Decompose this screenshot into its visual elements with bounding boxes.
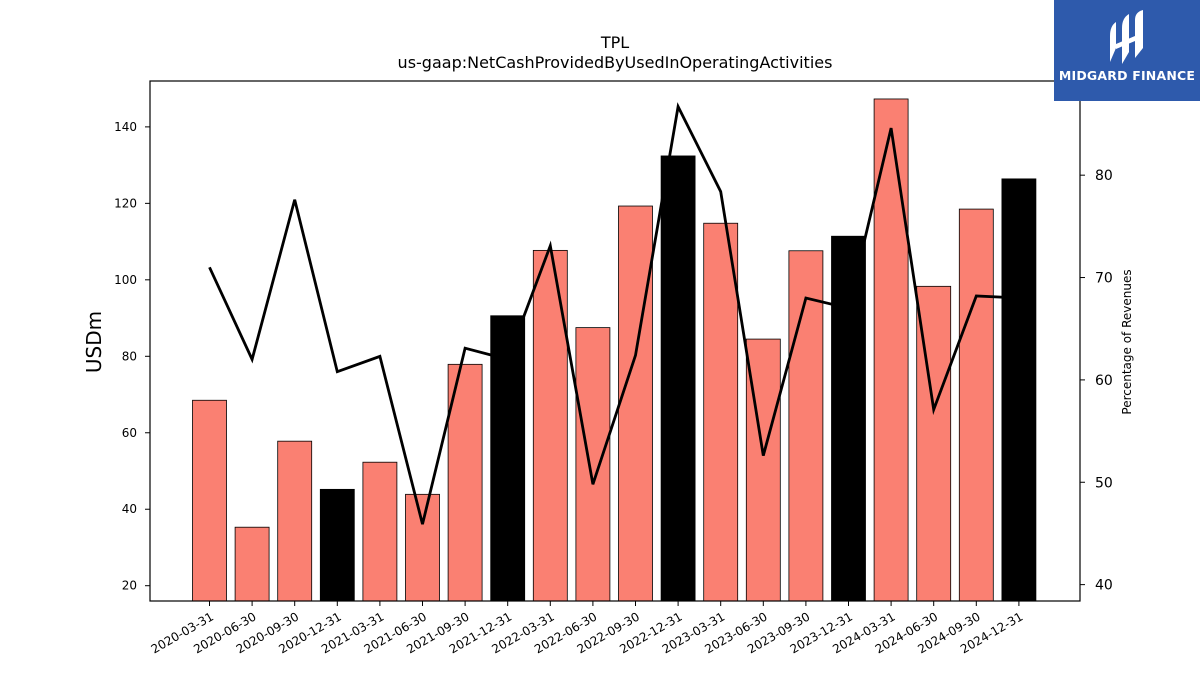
y2-tick-label: 70	[1095, 271, 1113, 287]
chart-subtitle: us-gaap:NetCashProvidedByUsedInOperating…	[398, 53, 833, 72]
y2-tick-label: 50	[1095, 475, 1113, 491]
logo-text: MIDGARD FINANCE	[1058, 68, 1196, 83]
y2-tick-label: 60	[1095, 373, 1113, 389]
bar-2021-06-30	[405, 493, 440, 602]
bar-2024-12-31	[1001, 178, 1037, 602]
bar-2022-09-30	[618, 205, 653, 602]
bar-2023-09-30	[788, 250, 824, 602]
logo-mark-icon	[1110, 10, 1143, 64]
bar-2020-09-30	[277, 440, 313, 602]
bar-2023-12-31	[831, 235, 866, 602]
bar-2022-03-31	[532, 249, 568, 602]
bar-2024-09-30	[958, 208, 994, 602]
y-tick-label: 80	[122, 349, 137, 363]
bar-2021-12-31	[490, 315, 526, 602]
y-axis-label: USDm	[82, 311, 106, 373]
bar-2024-03-31	[873, 98, 909, 602]
bar-2021-09-30	[447, 363, 483, 602]
ratio-line	[208, 102, 1019, 525]
bar-2023-03-31	[703, 222, 739, 602]
y-tick-label: 60	[122, 426, 137, 440]
y-tick-label: 40	[122, 502, 137, 516]
y2-axis-label: Percentage of Revenues	[1120, 269, 1134, 414]
bar-2020-03-31	[192, 399, 227, 602]
plot-frame	[149, 80, 1081, 602]
bar-2020-06-30	[234, 526, 270, 602]
chart-title: TPL	[600, 33, 629, 52]
y-tick-label: 120	[114, 196, 137, 210]
y-tick-label: 100	[114, 273, 137, 287]
bar-2021-03-31	[362, 461, 398, 602]
bar-2022-12-31	[660, 155, 696, 602]
y-tick-label: 20	[122, 579, 137, 593]
bar-layer	[192, 98, 1037, 602]
y2-tick-label: 80	[1095, 168, 1113, 184]
brand-logo: MIDGARD FINANCE	[1054, 0, 1200, 101]
y-tick-label: 140	[114, 120, 137, 134]
bar-2020-12-31	[319, 488, 355, 602]
line-layer	[208, 102, 1019, 525]
y2-tick-label: 40	[1095, 578, 1113, 594]
bar-2022-06-30	[575, 327, 611, 602]
